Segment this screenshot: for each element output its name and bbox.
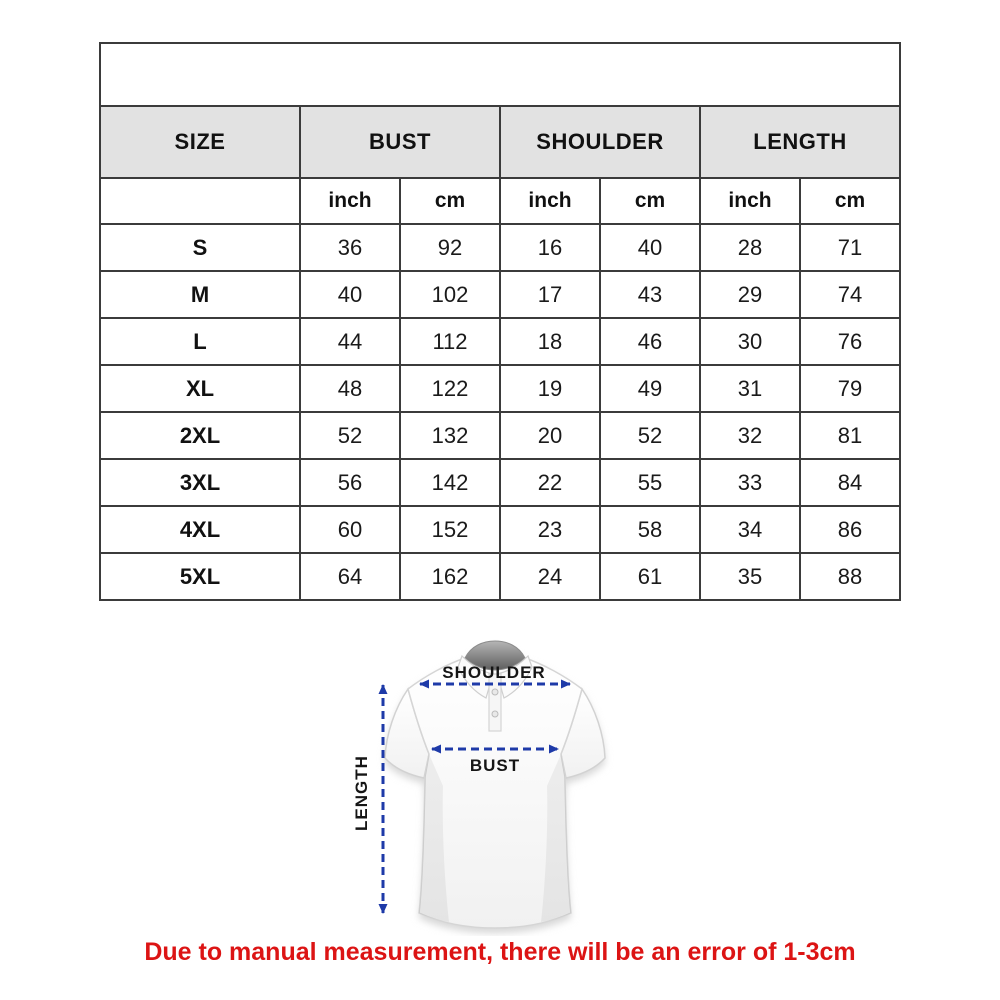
table-row-5xl: 5XL 64 162 24 61 35 88 [99,552,901,601]
unit-shoulder-cm: cm [599,177,701,225]
size-label: 5XL [99,552,301,601]
measurement-cell: 48 [299,364,401,413]
size-label: M [99,270,301,319]
bust-label: BUST [470,756,520,775]
unit-bust-inch: inch [299,177,401,225]
measurement-cell: 33 [699,458,801,507]
measurement-cell: 28 [699,223,801,272]
size-chart-table: POLO SHIRT SIZE CHART SIZE BUST SHOULDER… [99,42,901,601]
measurement-cell: 16 [499,223,601,272]
measurement-diagram: SHOULDER BUST LENGTH [325,636,685,936]
table-row-2xl: 2XL 52 132 20 52 32 81 [99,411,901,460]
measurement-cell: 29 [699,270,801,319]
measurement-cell: 35 [699,552,801,601]
measurement-cell: 60 [299,505,401,554]
length-label: LENGTH [352,755,371,831]
measurement-cell: 79 [799,364,901,413]
table-row-xl: XL 48 122 19 49 31 79 [99,364,901,413]
measurement-cell: 76 [799,317,901,366]
measurement-cell: 56 [299,458,401,507]
measurement-cell: 22 [499,458,601,507]
unit-length-inch: inch [699,177,801,225]
measurement-cell: 20 [499,411,601,460]
measurement-cell: 152 [399,505,501,554]
measurement-cell: 36 [299,223,401,272]
size-label: 4XL [99,505,301,554]
measurement-cell: 44 [299,317,401,366]
size-label: 3XL [99,458,301,507]
measurement-cell: 162 [399,552,501,601]
table-row-s: S 36 92 16 40 28 71 [99,223,901,272]
measurement-cell: 71 [799,223,901,272]
measurement-cell: 102 [399,270,501,319]
title-row: POLO SHIRT SIZE CHART [99,42,901,107]
measurement-cell: 74 [799,270,901,319]
measurement-cell: 88 [799,552,901,601]
measurement-cell: 32 [699,411,801,460]
unit-spacer-cell [99,177,301,225]
measurement-cell: 30 [699,317,801,366]
measurement-cell: 46 [599,317,701,366]
measurement-cell: 86 [799,505,901,554]
measurement-cell: 23 [499,505,601,554]
measurement-cell: 40 [599,223,701,272]
measurement-cell: 61 [599,552,701,601]
measurement-cell: 122 [399,364,501,413]
column-group-size: SIZE [99,105,301,179]
shirt-body [407,657,583,929]
measurement-cell: 49 [599,364,701,413]
measurement-cell: 64 [299,552,401,601]
measurement-cell: 84 [799,458,901,507]
size-label: XL [99,364,301,413]
unit-bust-cm: cm [399,177,501,225]
collar-button [491,710,499,718]
column-group-bust: BUST [299,105,501,179]
left-shade [419,754,449,922]
column-group-shoulder: SHOULDER [499,105,701,179]
measurement-cell: 92 [399,223,501,272]
measurement-cell: 81 [799,411,901,460]
unit-length-cm: cm [799,177,901,225]
measurement-cell: 132 [399,411,501,460]
size-label: 2XL [99,411,301,460]
measurement-cell: 24 [499,552,601,601]
measurement-note: Due to manual measurement, there will be… [144,938,856,966]
measurement-cell: 43 [599,270,701,319]
measurement-cell: 52 [299,411,401,460]
table-row-m: M 40 102 17 43 29 74 [99,270,901,319]
measurement-cell: 40 [299,270,401,319]
column-group-row: SIZE BUST SHOULDER LENGTH [99,105,901,179]
measurement-cell: 34 [699,505,801,554]
chart-title: POLO SHIRT SIZE CHART [99,42,901,107]
unit-header-row: inch cm inch cm inch cm [99,177,901,225]
measurement-cell: 31 [699,364,801,413]
size-label: S [99,223,301,272]
size-label: L [99,317,301,366]
measurement-cell: 18 [499,317,601,366]
right-shade [541,754,571,922]
unit-shoulder-inch: inch [499,177,601,225]
collar-button [491,688,499,696]
measurement-cell: 52 [599,411,701,460]
measurement-cell: 19 [499,364,601,413]
column-group-length: LENGTH [699,105,901,179]
measurement-cell: 112 [399,317,501,366]
shoulder-label: SHOULDER [442,663,545,682]
measurement-cell: 17 [499,270,601,319]
measurement-cell: 55 [599,458,701,507]
collar-inner [464,640,526,671]
table-row-l: L 44 112 18 46 30 76 [99,317,901,366]
polo-shirt-illustration: SHOULDER BUST LENGTH [352,640,606,933]
measurement-cell: 142 [399,458,501,507]
table-row-3xl: 3XL 56 142 22 55 33 84 [99,458,901,507]
measurement-cell: 58 [599,505,701,554]
table-row-4xl: 4XL 60 152 23 58 34 86 [99,505,901,554]
